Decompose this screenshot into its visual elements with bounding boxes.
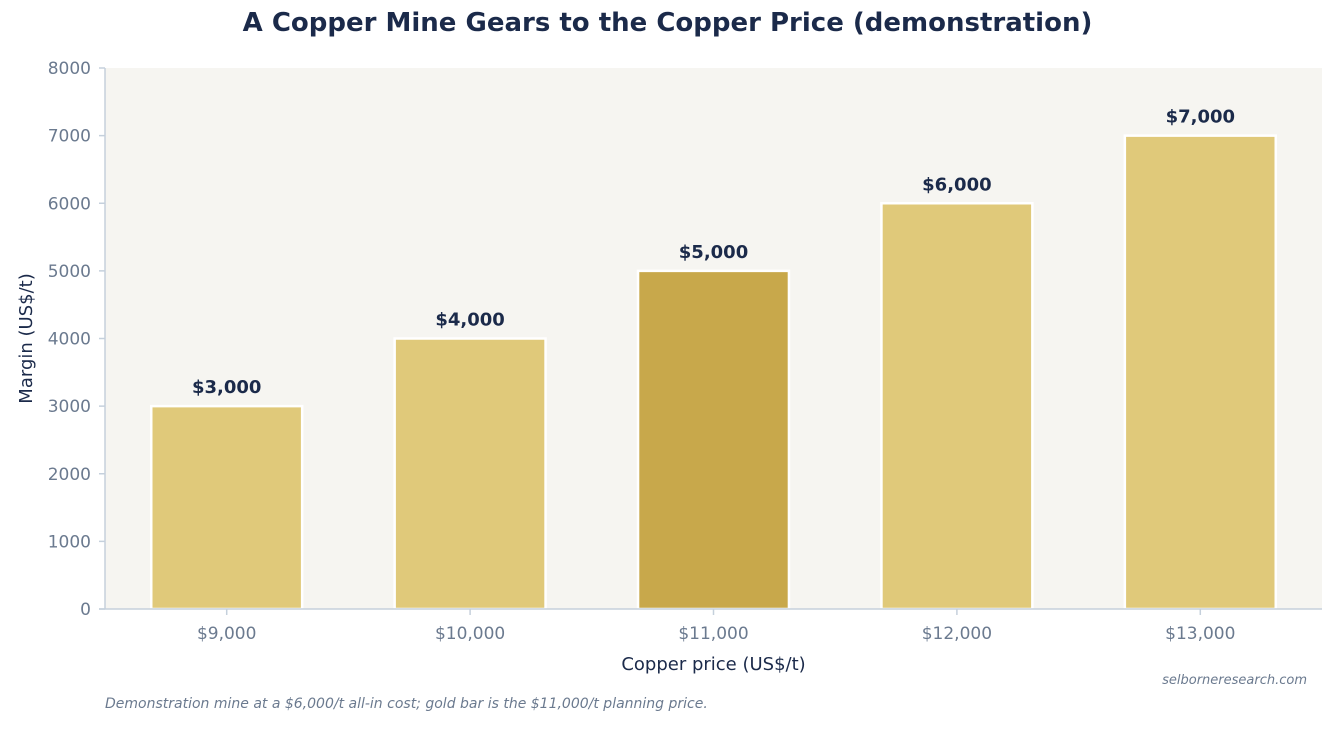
y-tick-label: 7000 — [48, 127, 91, 147]
data-label: $3,000 — [192, 377, 261, 398]
y-ticks-group: 0 1000 2000 3000 4000 5000 6000 7000 8000 — [48, 59, 105, 620]
bar — [393, 337, 547, 611]
chart-title: A Copper Mine Gears to the Copper Price … — [242, 8, 1093, 38]
y-tick-label: 1000 — [48, 532, 91, 552]
x-tick-label: $10,000 — [435, 624, 505, 644]
y-tick-label: 2000 — [48, 465, 91, 485]
data-label: $6,000 — [922, 174, 991, 195]
y-tick-label: 3000 — [48, 397, 91, 417]
y-tick-label: 4000 — [48, 330, 91, 350]
footnote-text: Demonstration mine at a $6,000/t all-in … — [105, 696, 708, 712]
x-tick-label: $11,000 — [678, 624, 748, 644]
attribution-text: selborneresearch.com — [1162, 673, 1307, 688]
y-tick-label: 6000 — [48, 194, 91, 214]
data-label: $5,000 — [679, 242, 748, 263]
data-label: $4,000 — [435, 310, 504, 331]
x-tick-label: $9,000 — [197, 624, 256, 644]
x-tick-label: $13,000 — [1165, 624, 1235, 644]
y-tick-label: 0 — [80, 600, 91, 620]
x-tick-label: $12,000 — [922, 624, 992, 644]
bar — [149, 404, 304, 611]
data-label: $7,000 — [1166, 107, 1235, 128]
bars-group — [149, 134, 1278, 611]
bar — [880, 202, 1034, 611]
y-tick-label: 5000 — [48, 262, 91, 282]
data-labels-group: $3,000 $4,000 $5,000 $6,000 $7,000 — [192, 107, 1235, 399]
x-axis-title: Copper price (US$/t) — [621, 654, 805, 675]
x-ticks-group: $9,000 $10,000 $11,000 $12,000 $13,000 — [197, 609, 1235, 644]
y-tick-label: 8000 — [48, 59, 91, 79]
bar — [1123, 134, 1278, 611]
bar — [636, 269, 791, 611]
y-axis-title: Margin (US$/t) — [16, 273, 37, 403]
